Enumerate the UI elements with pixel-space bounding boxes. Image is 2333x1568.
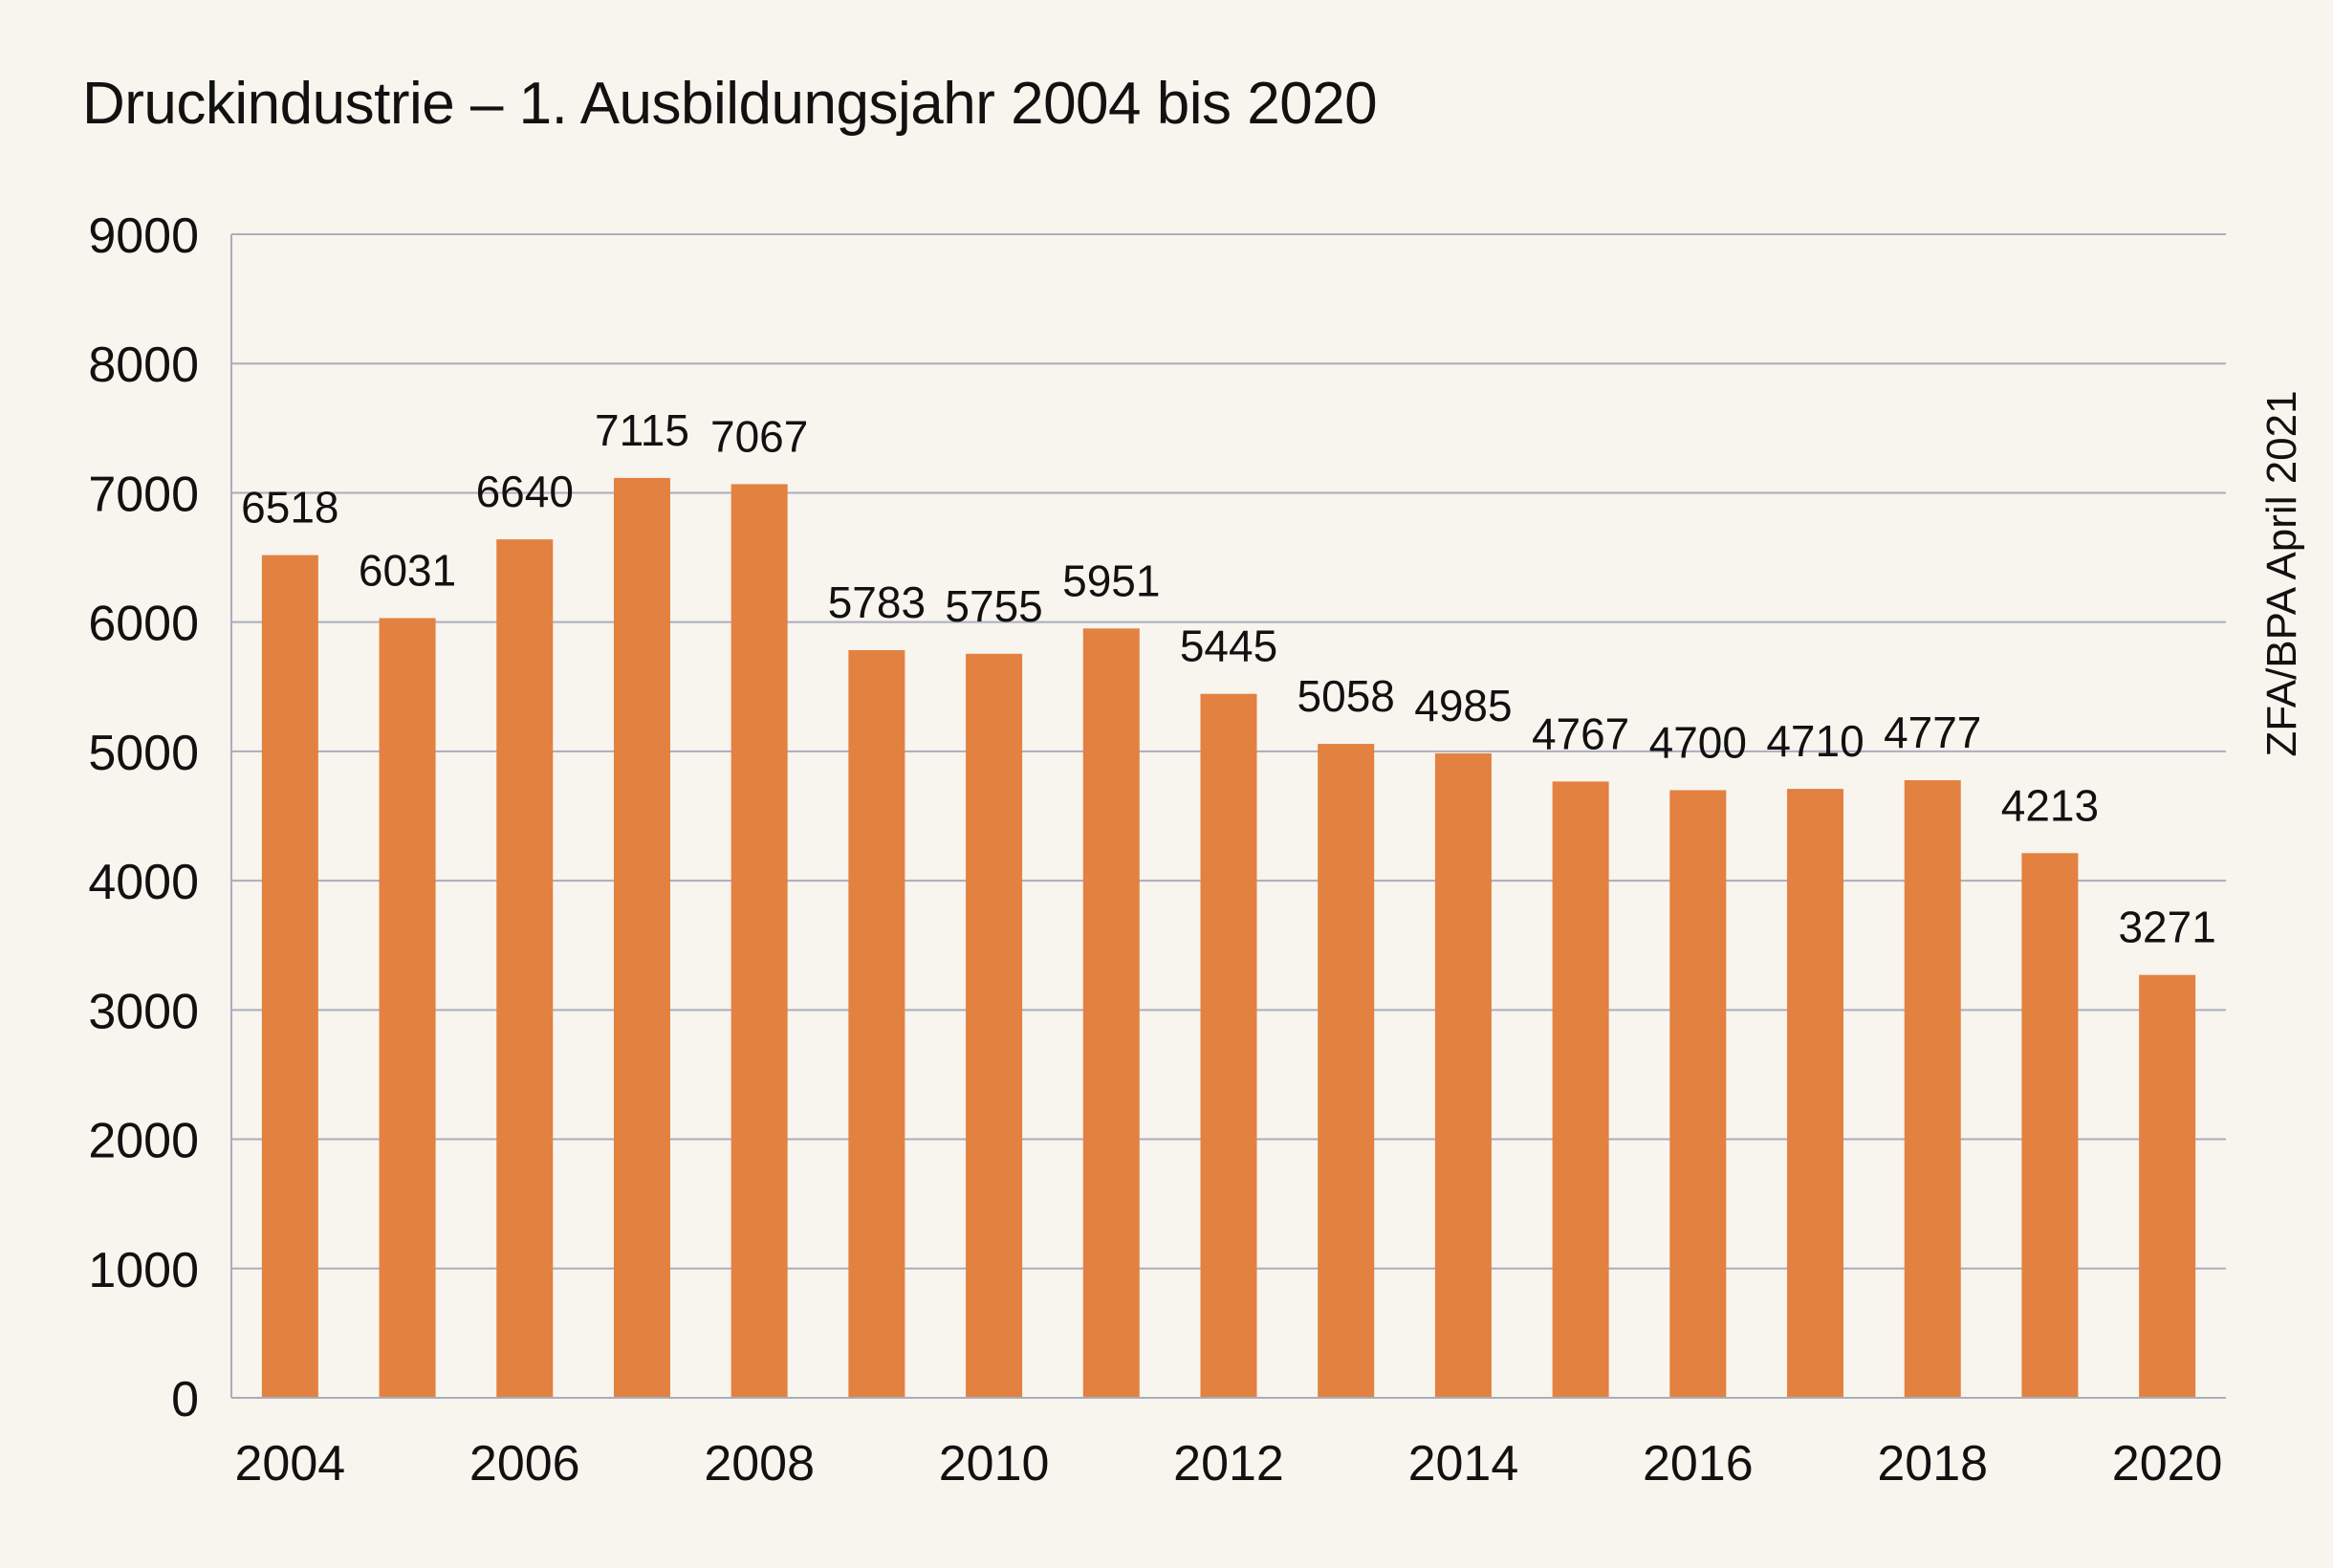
axes: 0 1000 2000 3000 4000 5000 6000 7000 8000 9000 200…: [88, 208, 2226, 1492]
value-label-2006: 6640: [476, 467, 574, 516]
x-tick-label: 2014: [1408, 1436, 1519, 1492]
bar-2011: [1082, 628, 1140, 1398]
y-tick-label: 0: [171, 1372, 199, 1427]
chart-title: Druckindustrie – 1. Ausbildungsjahr 2004…: [82, 71, 1378, 137]
bar-2018: [1904, 780, 1961, 1398]
x-tick-label: 2018: [1877, 1436, 1988, 1492]
bar-2016: [1669, 790, 1727, 1398]
x-tick-label: 2004: [235, 1436, 346, 1492]
value-label-2004: 6518: [241, 483, 338, 533]
bar-2010: [966, 653, 1023, 1398]
value-label-2015: 4767: [1532, 708, 1629, 758]
value-label-2010: 5755: [945, 581, 1042, 631]
x-tick-label: 2010: [939, 1436, 1050, 1492]
value-label-2012: 5445: [1180, 621, 1277, 671]
y-tick-label: 5000: [88, 726, 199, 781]
value-label-2016: 4700: [1649, 717, 1747, 767]
x-tick-label: 2020: [2112, 1436, 2223, 1492]
bar-2008: [730, 484, 788, 1399]
bar-2006: [496, 539, 554, 1398]
bar-2020: [2139, 974, 2196, 1398]
y-tick-label: 9000: [88, 208, 199, 264]
y-tick-label: 8000: [88, 338, 199, 393]
value-label-2014: 4985: [1414, 681, 1512, 730]
source-note: ZFA/BPA April 2021: [2258, 390, 2305, 756]
value-label-2020: 3271: [2118, 903, 2215, 952]
y-tick-label: 1000: [88, 1243, 199, 1298]
bar-2017: [1787, 789, 1844, 1398]
x-tick-label: 2016: [1643, 1436, 1754, 1492]
x-tick-label: 2006: [469, 1436, 580, 1492]
y-tick-label: 3000: [88, 984, 199, 1039]
value-label-2019: 4213: [2001, 780, 2099, 830]
value-label-2007: 7115: [595, 405, 689, 455]
value-label-2018: 4777: [1884, 708, 1981, 757]
bar-2012: [1200, 693, 1257, 1398]
bar-2004: [261, 555, 318, 1398]
bar-2013: [1318, 744, 1375, 1398]
x-tick-label: 2008: [704, 1436, 815, 1492]
y-tick-label: 4000: [88, 855, 199, 910]
bars: [261, 477, 2196, 1399]
value-label-2017: 4710: [1766, 716, 1864, 766]
value-labels: 6518 6031 6640 7115 7067 5783 5755 5951 5445 5058…: [241, 405, 2216, 952]
value-label-2011: 5951: [1062, 555, 1160, 605]
value-label-2008: 7067: [710, 411, 808, 461]
y-tick-label: 6000: [88, 597, 199, 652]
bar-2007: [613, 477, 670, 1398]
bar-2015: [1552, 781, 1609, 1398]
value-label-2009: 5783: [828, 577, 926, 627]
bar-2014: [1434, 752, 1492, 1398]
y-tick-label: 7000: [88, 467, 199, 522]
value-label-2005: 6031: [359, 545, 456, 595]
y-tick-label: 2000: [88, 1114, 199, 1169]
bar-2005: [379, 618, 436, 1398]
x-tick-label: 2012: [1173, 1436, 1284, 1492]
bar-2009: [848, 650, 905, 1398]
value-label-2013: 5058: [1297, 671, 1395, 721]
bar-2019: [2021, 853, 2079, 1398]
